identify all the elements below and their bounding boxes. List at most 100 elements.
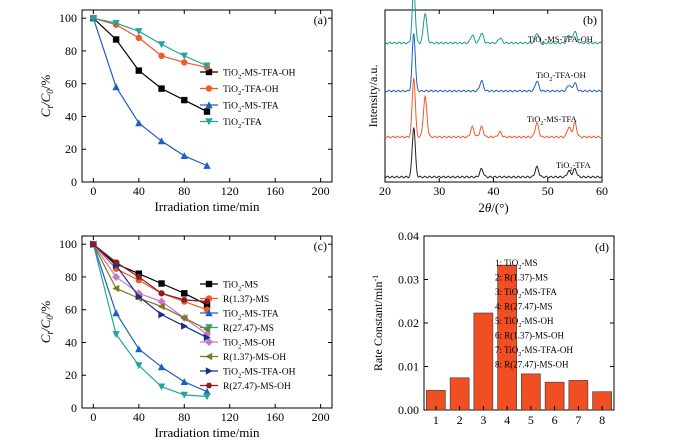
bar xyxy=(544,381,565,411)
data-point xyxy=(135,292,143,301)
data-point xyxy=(205,382,213,389)
bar xyxy=(449,377,470,411)
data-point xyxy=(157,41,166,49)
legend-label: TiO2-MS-OH xyxy=(223,339,275,351)
line-panel-(c): 0 40 80 120 160 200 0 20 40 60 80 100 Irradiation ti… xyxy=(38,235,333,440)
data-point xyxy=(158,85,165,92)
y-tick-label: 0 xyxy=(71,175,77,189)
x-tick-label: 120 xyxy=(221,184,239,198)
line-panel-(a): 0 40 80 120 160 200 0 20 40 60 80 100 Irradiation ti… xyxy=(38,9,333,214)
y-axis-label: Intensity/a.u. xyxy=(366,65,380,128)
x-tick-label: 1 xyxy=(433,413,439,427)
data-point xyxy=(135,345,143,353)
x-tick-label: 80 xyxy=(178,184,190,198)
y-tick-label: 0.00 xyxy=(398,403,419,417)
y-tick-label: 80 xyxy=(65,270,77,284)
data-point xyxy=(203,393,211,401)
bar-key-item: 7: TiO2-MS-TFA-OH xyxy=(495,345,573,358)
y-tick-label: 60 xyxy=(65,77,77,91)
legend-label: TiO2-MS-TFA xyxy=(223,102,279,114)
series-line xyxy=(92,244,208,393)
xrd-trace-label: TiO2-MS-TFA-OH xyxy=(528,34,593,47)
data-point xyxy=(89,14,98,22)
x-tick-label: 8 xyxy=(599,413,605,427)
y-tick-label: 0 xyxy=(71,401,77,415)
data-point xyxy=(203,301,211,308)
bar-key-item: 6: R(1.37)-MS-OH xyxy=(495,331,565,341)
data-point xyxy=(135,270,143,277)
x-axis-label: 2θ/(°) xyxy=(478,200,508,215)
x-tick-label: 120 xyxy=(221,410,239,424)
data-point xyxy=(203,298,211,305)
x-tick-label: 6 xyxy=(552,413,558,427)
data-point xyxy=(203,161,211,169)
x-tick-label: 2 xyxy=(457,413,463,427)
data-point xyxy=(181,290,188,297)
x-tick-label: 200 xyxy=(312,184,330,198)
data-point xyxy=(112,272,121,281)
y-tick-label: 100 xyxy=(59,237,77,251)
data-point xyxy=(157,363,166,371)
panel-label: (d) xyxy=(595,240,609,254)
y-tick-label: 20 xyxy=(65,142,77,156)
bar-key-item: 4: R(27.47)-MS xyxy=(495,302,553,312)
series-line xyxy=(92,243,208,306)
y-tick-label: 40 xyxy=(65,109,77,123)
x-tick-label: 20 xyxy=(379,184,391,198)
xrd-trace-label: TiO2-TFA-OH xyxy=(536,70,586,83)
xrd-trace-label: TiO2-TFA xyxy=(556,160,591,173)
y-tick-label: 0.01 xyxy=(398,360,419,374)
y-tick-label: 60 xyxy=(65,303,77,317)
legend-label: TiO2-TFA-OH xyxy=(223,85,279,97)
data-point xyxy=(158,310,166,319)
bar-key-item: 5: TiO2-MS-OH xyxy=(495,316,554,329)
legend-label: TiO2-MS-TFA-OH xyxy=(223,69,296,81)
series-line xyxy=(92,18,208,167)
data-point xyxy=(205,338,213,346)
panel-label: (b) xyxy=(583,13,597,27)
x-tick-label: 4 xyxy=(504,413,510,427)
x-tick-label: 60 xyxy=(596,184,608,198)
x-tick-label: 0 xyxy=(90,184,96,198)
data-point xyxy=(203,325,211,334)
x-tick-label: 40 xyxy=(488,184,500,198)
x-tick-label: 200 xyxy=(312,410,330,424)
data-point xyxy=(112,331,120,338)
data-point xyxy=(205,118,213,126)
x-tick-label: 80 xyxy=(178,410,190,424)
series-line xyxy=(92,243,208,335)
xrd-trace-label: TiO2-MS-TFA xyxy=(527,114,578,127)
data-point xyxy=(180,52,188,60)
data-point xyxy=(135,67,143,74)
series-line xyxy=(93,17,208,68)
data-point xyxy=(135,119,143,127)
x-tick-label: 3 xyxy=(480,413,486,427)
x-tick-label: 30 xyxy=(433,184,445,198)
data-point xyxy=(203,333,211,342)
plot-frame xyxy=(81,9,333,183)
data-point xyxy=(205,352,213,361)
y-tick-label: 0.04 xyxy=(398,229,419,243)
x-tick-label: 5 xyxy=(528,413,534,427)
data-point xyxy=(180,378,188,385)
data-point xyxy=(112,259,120,265)
y-axis-label: Ct/C0/% xyxy=(38,75,55,118)
y-axis-label: Rate Constant/min-1 xyxy=(371,275,385,371)
data-point xyxy=(180,314,188,322)
legend-label: TiO2-MS xyxy=(223,281,258,293)
data-point xyxy=(112,83,120,91)
y-tick-label: 100 xyxy=(59,11,77,25)
xrd-trace xyxy=(384,127,603,179)
x-tick-label: 160 xyxy=(266,410,284,424)
data-point xyxy=(158,52,165,60)
x-axis-label: Irradiation time/min xyxy=(154,199,260,214)
x-tick-label: 50 xyxy=(542,184,554,198)
series-line xyxy=(92,243,208,303)
bar-key-item: 2: R(1.37)-MS xyxy=(495,273,548,283)
x-tick-label: 40 xyxy=(133,184,145,198)
xrd-panel: 20 30 40 50 60 2θ/(°) Intensity/a.u. (b) TiO2-MS… xyxy=(366,0,608,215)
data-point xyxy=(135,28,143,35)
panel-label: (c) xyxy=(314,239,327,253)
data-point xyxy=(205,68,213,76)
legend-label: TiO2-MS-TFA-OH xyxy=(223,368,296,380)
